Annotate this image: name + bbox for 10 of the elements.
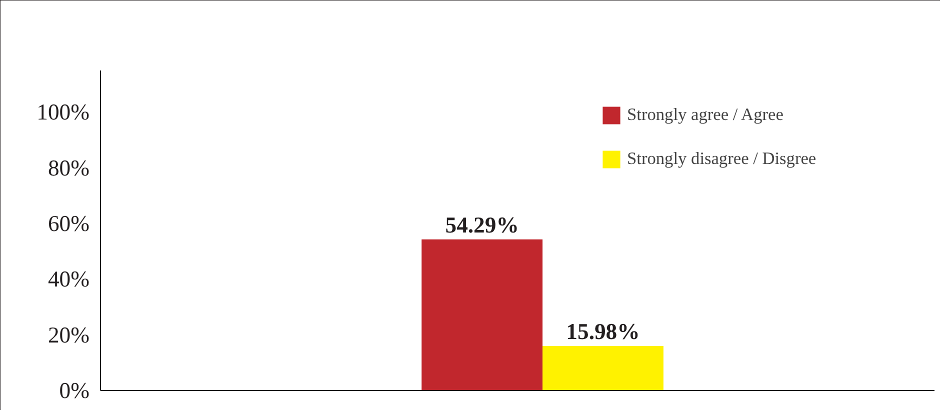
y-tick-label: 0% bbox=[59, 378, 90, 403]
y-tick-label: 40% bbox=[48, 266, 90, 292]
legend-label: Strongly agree / Agree bbox=[627, 105, 784, 125]
y-tick-label: 100% bbox=[36, 100, 90, 125]
data-label: 15.98% bbox=[566, 319, 640, 344]
legend-label: Strongly disagree / Disgree bbox=[627, 149, 816, 169]
y-tick-label: 60% bbox=[48, 211, 90, 236]
y-tick-label: 20% bbox=[48, 322, 90, 348]
y-tick-label: 80% bbox=[48, 155, 90, 180]
data-label: 54.29% bbox=[445, 212, 519, 238]
